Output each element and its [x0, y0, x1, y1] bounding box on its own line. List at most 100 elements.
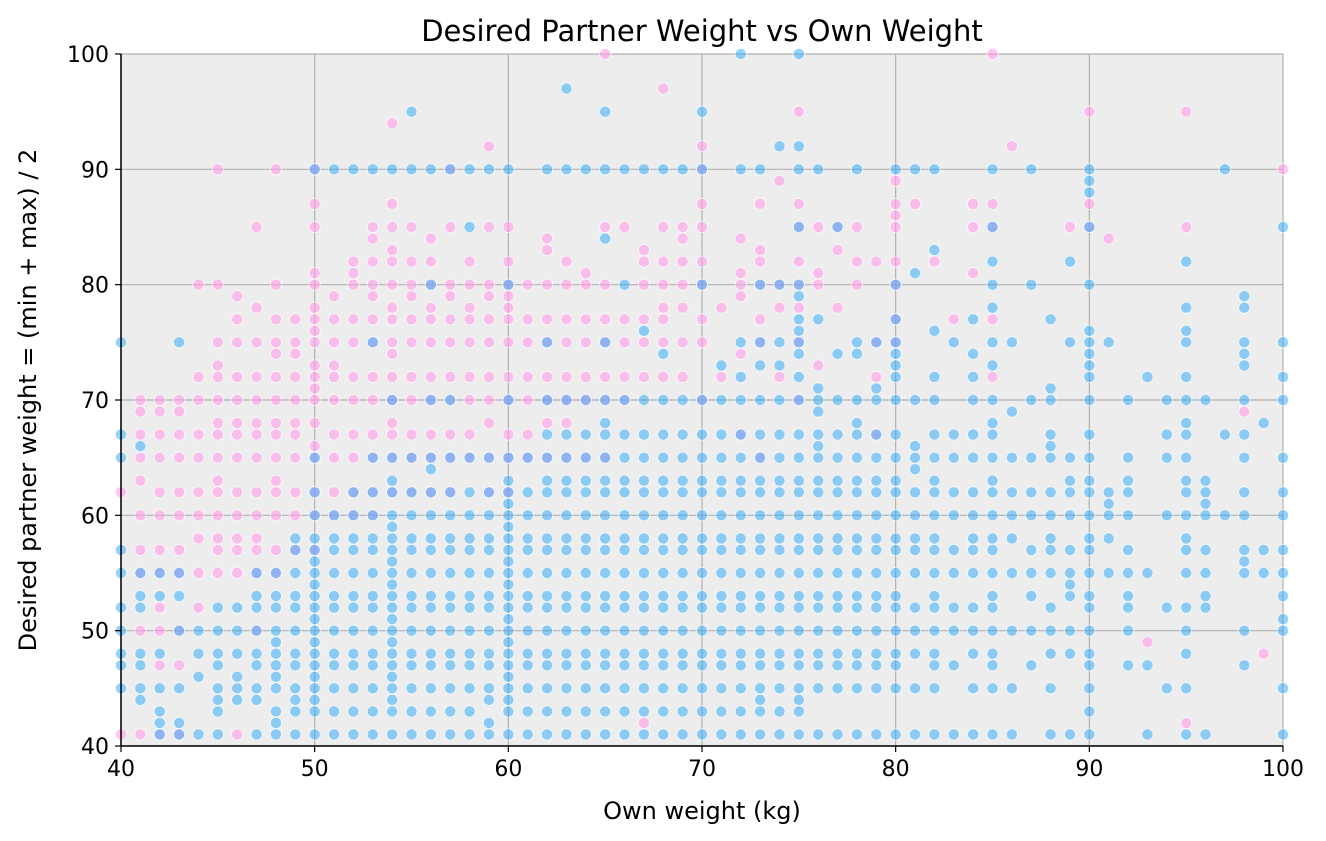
- data-point: [637, 647, 650, 660]
- data-point: [618, 370, 631, 383]
- data-point: [618, 532, 631, 545]
- data-point: [173, 405, 186, 418]
- data-point: [1083, 186, 1096, 199]
- data-point: [831, 393, 844, 406]
- data-point: [657, 567, 670, 580]
- data-point: [328, 567, 341, 580]
- data-point: [928, 370, 941, 383]
- data-point: [482, 313, 495, 326]
- data-point: [289, 532, 302, 545]
- data-point: [870, 393, 883, 406]
- data-point: [676, 220, 689, 233]
- data-point: [289, 417, 302, 430]
- data-point: [967, 393, 980, 406]
- data-point: [424, 601, 437, 614]
- data-point: [560, 474, 573, 487]
- data-point: [502, 578, 515, 591]
- data-point: [1277, 613, 1290, 626]
- data-point: [347, 393, 360, 406]
- data-point: [928, 532, 941, 545]
- data-point: [889, 209, 902, 222]
- data-point: [928, 486, 941, 499]
- data-point: [424, 463, 437, 476]
- data-point: [289, 336, 302, 349]
- data-point: [696, 567, 709, 580]
- data-point: [792, 624, 805, 637]
- data-point: [560, 393, 573, 406]
- data-point: [579, 590, 592, 603]
- data-point: [754, 197, 767, 210]
- data-point: [328, 601, 341, 614]
- data-point: [1257, 647, 1270, 660]
- data-point: [250, 393, 263, 406]
- data-point: [250, 728, 263, 741]
- data-point: [308, 601, 321, 614]
- data-point: [289, 590, 302, 603]
- data-point: [328, 659, 341, 672]
- data-point: [134, 601, 147, 614]
- data-point: [1122, 509, 1135, 522]
- data-point: [328, 451, 341, 464]
- data-point: [347, 590, 360, 603]
- data-point: [173, 393, 186, 406]
- data-point: [870, 509, 883, 522]
- data-point: [521, 543, 534, 556]
- data-point: [134, 624, 147, 637]
- data-point: [192, 486, 205, 499]
- data-point: [579, 543, 592, 556]
- data-point: [696, 543, 709, 556]
- data-point: [541, 428, 554, 441]
- data-point: [405, 682, 418, 695]
- data-point: [657, 590, 670, 603]
- data-point: [192, 624, 205, 637]
- data-point: [386, 220, 399, 233]
- data-point: [541, 486, 554, 499]
- data-point: [773, 509, 786, 522]
- data-point: [502, 278, 515, 291]
- data-point: [250, 220, 263, 233]
- data-point: [192, 509, 205, 522]
- data-point: [308, 451, 321, 464]
- data-point: [967, 486, 980, 499]
- data-point: [541, 163, 554, 176]
- data-point: [308, 324, 321, 337]
- data-point: [657, 624, 670, 637]
- data-point: [1180, 509, 1193, 522]
- data-point: [734, 590, 747, 603]
- data-point: [1083, 174, 1096, 187]
- data-point: [967, 428, 980, 441]
- data-point: [986, 601, 999, 614]
- data-point: [1063, 624, 1076, 637]
- data-point: [386, 197, 399, 210]
- data-point: [792, 163, 805, 176]
- data-point: [967, 197, 980, 210]
- data-point: [715, 301, 728, 314]
- data-point: [870, 370, 883, 383]
- data-point: [1005, 451, 1018, 464]
- data-point: [444, 486, 457, 499]
- data-point: [1122, 393, 1135, 406]
- data-point: [1199, 601, 1212, 614]
- data-point: [637, 728, 650, 741]
- data-point: [947, 624, 960, 637]
- data-point: [850, 486, 863, 499]
- data-point: [1102, 486, 1115, 499]
- data-point: [754, 451, 767, 464]
- data-point: [579, 509, 592, 522]
- data-point: [909, 393, 922, 406]
- data-point: [289, 509, 302, 522]
- data-point: [366, 255, 379, 268]
- data-point: [618, 624, 631, 637]
- data-point: [696, 486, 709, 499]
- data-point: [366, 532, 379, 545]
- data-point: [637, 324, 650, 337]
- data-point: [909, 682, 922, 695]
- data-point: [541, 728, 554, 741]
- data-point: [947, 659, 960, 672]
- data-point: [153, 601, 166, 614]
- data-point: [463, 278, 476, 291]
- data-point: [850, 682, 863, 695]
- data-point: [1083, 543, 1096, 556]
- data-point: [328, 647, 341, 660]
- data-point: [424, 728, 437, 741]
